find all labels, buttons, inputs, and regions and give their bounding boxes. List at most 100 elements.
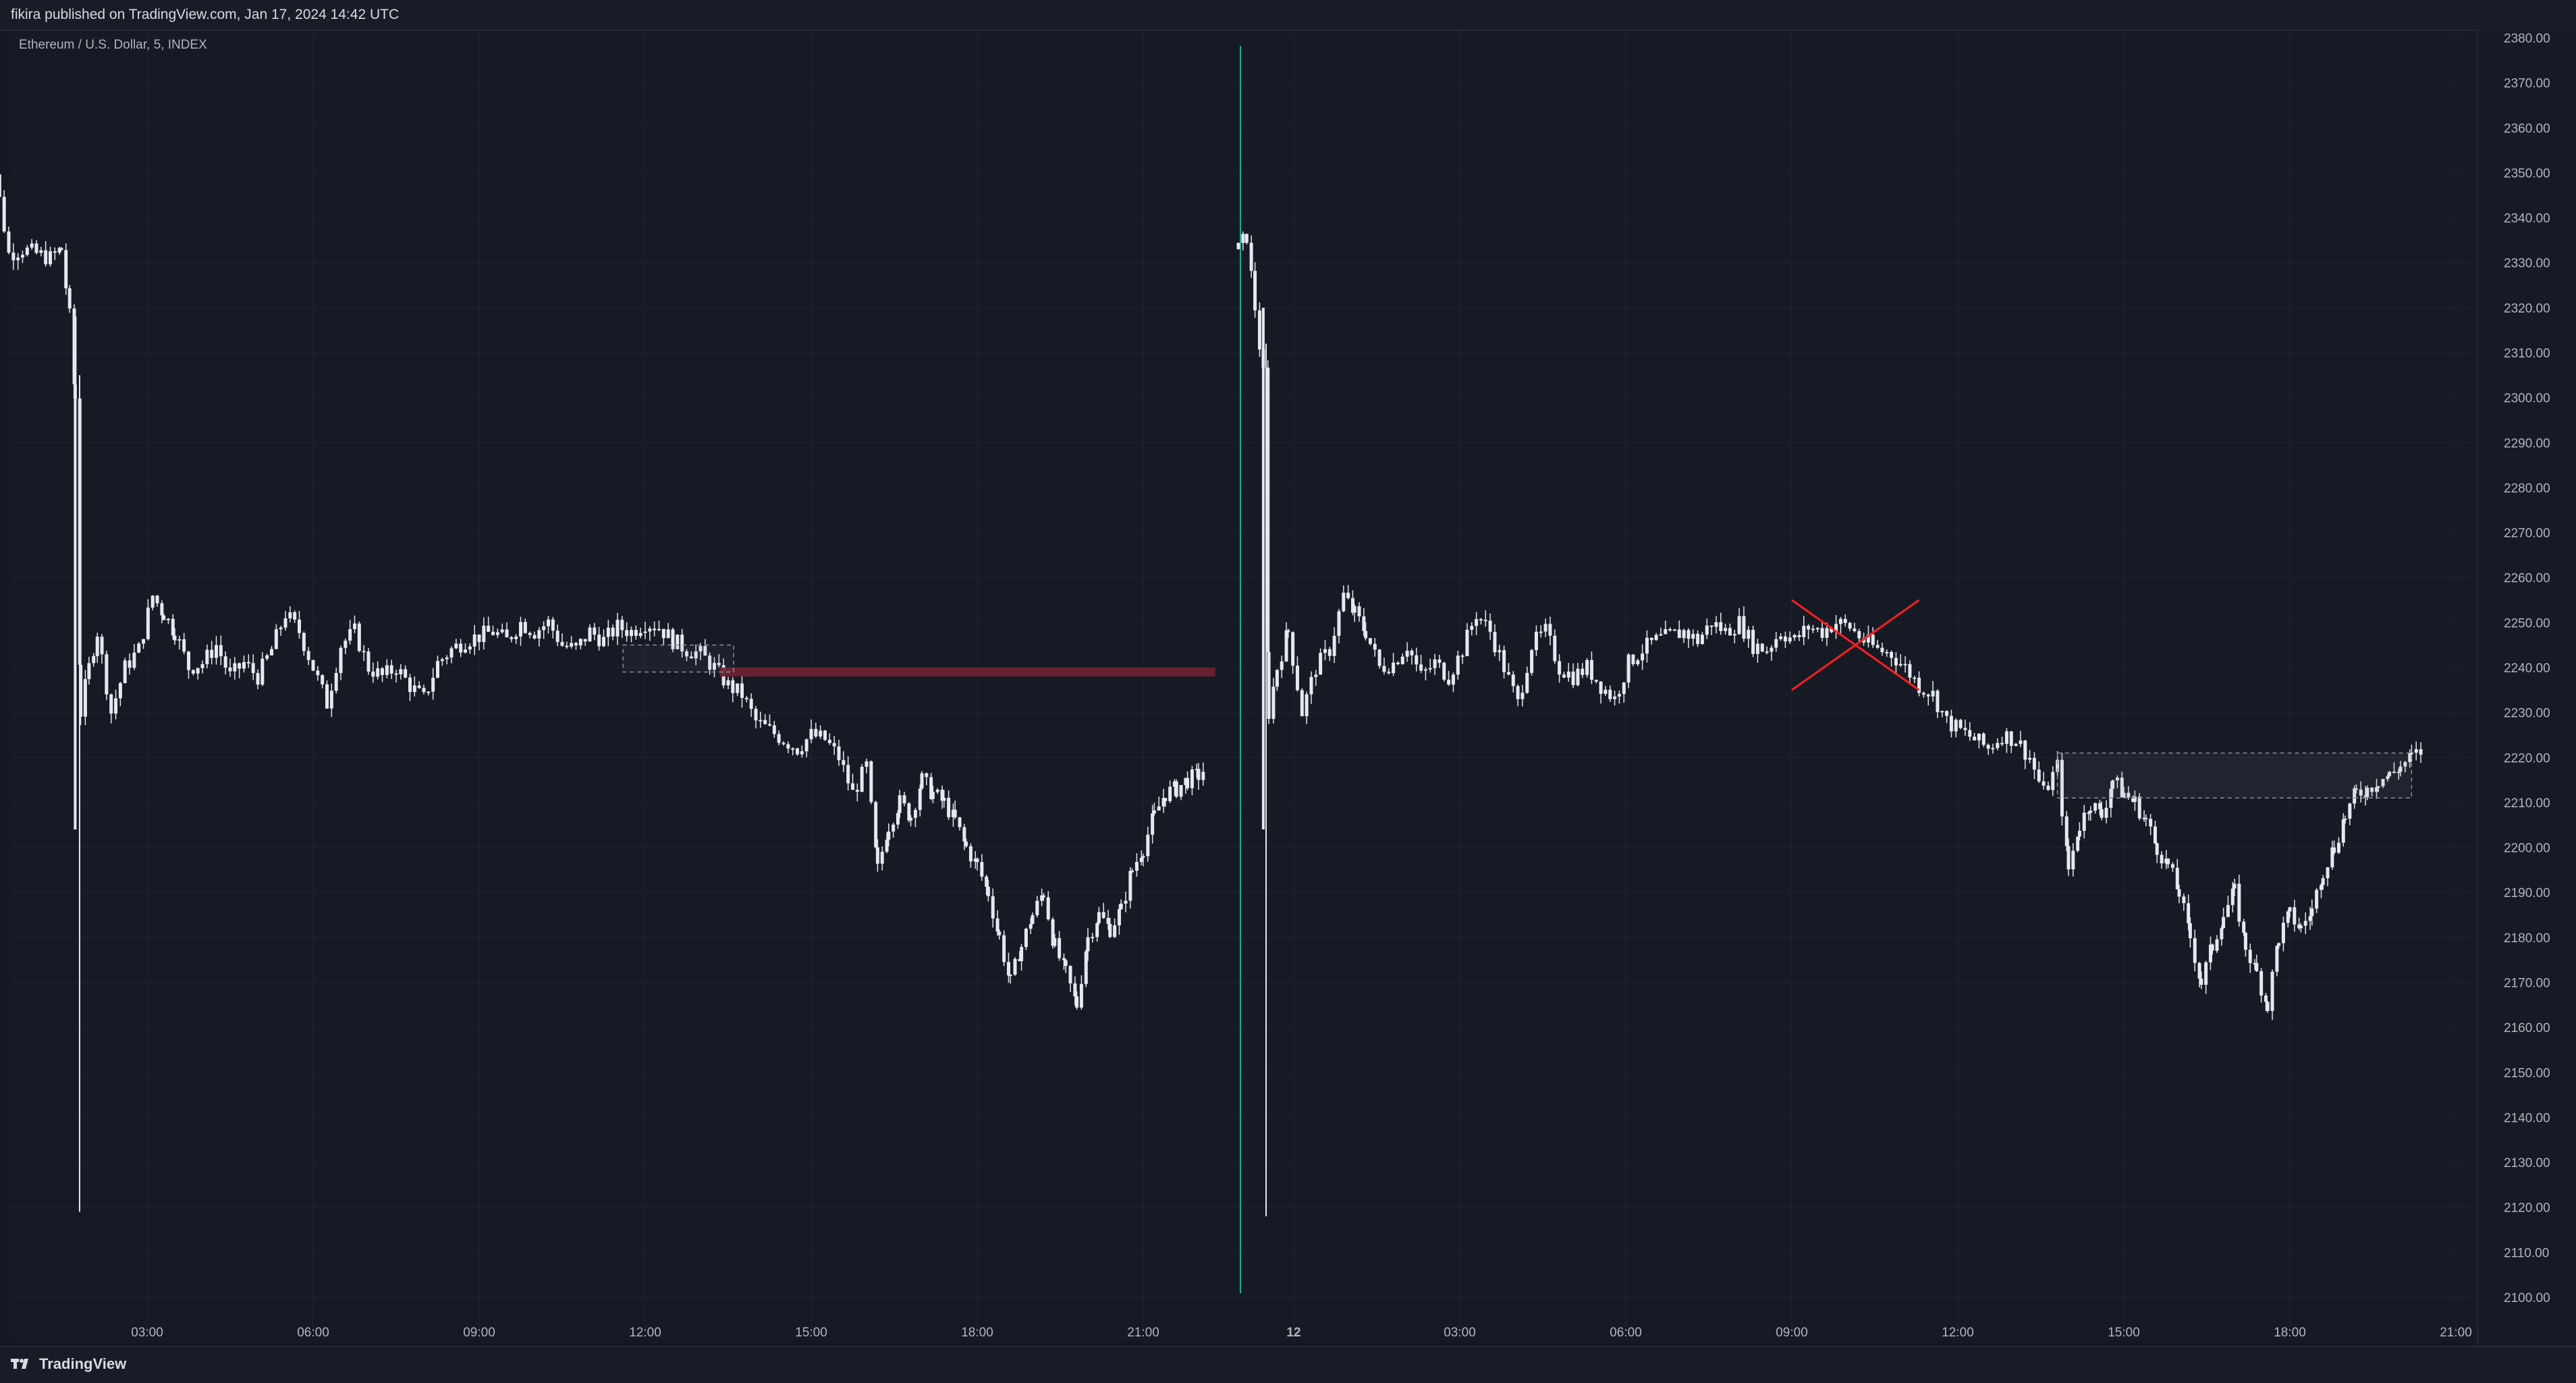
- candle-body: [1511, 674, 1515, 686]
- candle-body: [344, 641, 348, 648]
- candle-body: [583, 639, 587, 642]
- candle-body: [1958, 720, 1963, 728]
- candle-body: [671, 629, 675, 649]
- candle-body: [1190, 769, 1194, 788]
- candle-body: [1926, 695, 1930, 697]
- candle-body: [537, 630, 541, 639]
- candle-body: [1151, 813, 1155, 835]
- dashed-box-right: [2056, 752, 2413, 799]
- candle-body: [2149, 819, 2153, 827]
- candle-body: [482, 625, 486, 643]
- candle-body: [1456, 655, 1460, 675]
- candle-body: [1774, 639, 1778, 648]
- candle-body: [2315, 890, 2319, 909]
- candle-body: [1201, 771, 1205, 780]
- candle-body: [995, 918, 999, 932]
- candle-body: [920, 773, 924, 789]
- candle-body: [1405, 651, 1409, 657]
- candle-body: [7, 231, 11, 253]
- candle-body: [472, 634, 476, 647]
- candle-body: [1677, 629, 1681, 639]
- candle-body: [1253, 271, 1257, 310]
- candle-body: [2066, 846, 2071, 870]
- candle-body: [1108, 923, 1112, 938]
- candle-body: [1599, 681, 1603, 694]
- candle-body: [1309, 676, 1313, 695]
- candle-body: [2220, 927, 2224, 940]
- price-tick-label: 2330.00: [2504, 256, 2550, 271]
- candle-body: [242, 661, 246, 669]
- candle-body: [228, 668, 232, 672]
- candle-body: [238, 663, 242, 669]
- candle-body: [786, 744, 790, 749]
- candle-body: [2386, 776, 2390, 780]
- time-tick-label: 06:00: [1610, 1326, 1642, 1340]
- candle-body: [1095, 923, 1099, 938]
- candle-body: [1506, 672, 1510, 675]
- time-tick-label: 09:00: [463, 1326, 495, 1340]
- candle-body: [1101, 912, 1105, 919]
- candle-body: [1890, 652, 1894, 658]
- candle-body: [21, 254, 24, 258]
- candle-body: [2193, 938, 2197, 963]
- candle-body: [913, 809, 917, 818]
- candle-body: [2098, 803, 2102, 809]
- time-tick-label: 18:00: [961, 1326, 993, 1340]
- candle-body: [832, 742, 836, 747]
- candle-body: [1963, 728, 1967, 730]
- candle-body: [685, 651, 688, 657]
- candle-body: [2023, 740, 2027, 760]
- candle-body: [1008, 974, 1012, 976]
- candle-body: [588, 627, 592, 642]
- candle-body: [1382, 666, 1386, 672]
- price-tick-label: 2310.00: [2504, 347, 2550, 361]
- candle-body: [1244, 234, 1249, 243]
- cross-mark-line: [1791, 599, 1920, 691]
- candle-body: [1064, 960, 1068, 967]
- candle-body: [2142, 817, 2146, 819]
- candle-body: [694, 651, 698, 659]
- candle-body: [991, 896, 995, 919]
- tradingview-logo[interactable]: TradingView: [11, 1354, 126, 1374]
- candle-body: [1908, 663, 1912, 678]
- candle-body: [2160, 855, 2164, 864]
- candle-body: [1483, 620, 1487, 622]
- candle-body: [11, 252, 16, 261]
- candle-body: [759, 720, 763, 722]
- candle-body: [630, 630, 633, 636]
- price-tick-label: 2260.00: [2504, 572, 2550, 586]
- candle-body: [523, 622, 527, 633]
- candle-body: [30, 243, 34, 248]
- price-tick-label: 2340.00: [2504, 212, 2550, 226]
- candle-body: [2164, 859, 2168, 864]
- candle-body: [1357, 606, 1361, 617]
- candle-body: [1968, 730, 1972, 737]
- candle-body: [118, 683, 122, 699]
- candle-body: [2348, 803, 2352, 819]
- candle-body: [1581, 668, 1585, 675]
- candle-body: [1705, 625, 1709, 635]
- candle-body: [2177, 889, 2181, 897]
- candle-body: [334, 673, 338, 691]
- candle-body: [514, 636, 518, 639]
- candle-body: [985, 876, 989, 887]
- candle-body: [1291, 632, 1295, 666]
- price-tick-label: 2100.00: [2504, 1291, 2550, 1305]
- candle-body: [1179, 785, 1183, 797]
- candle-body: [648, 628, 652, 632]
- candle-body: [64, 250, 68, 289]
- candle-body: [703, 646, 707, 656]
- candle-body: [615, 620, 620, 636]
- candle-body: [929, 777, 933, 799]
- candle-body: [2321, 878, 2325, 886]
- candle-body: [2046, 786, 2050, 790]
- candle-body: [1991, 748, 1995, 750]
- candle-body: [1124, 900, 1128, 904]
- candle-body: [1626, 654, 1630, 683]
- candle-body: [146, 607, 150, 639]
- candle-body: [2115, 778, 2119, 781]
- candle-body: [1936, 690, 1940, 712]
- candle-body: [1875, 645, 1880, 648]
- dashed-box-left: [622, 644, 734, 673]
